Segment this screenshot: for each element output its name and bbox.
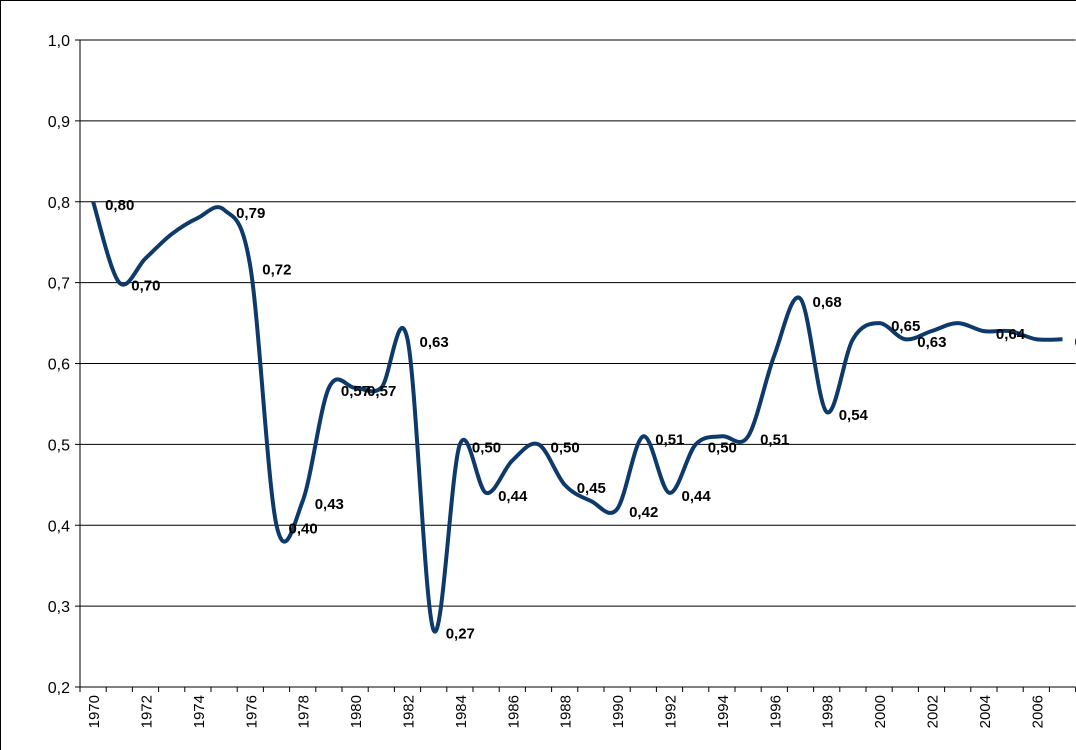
x-tick-label: 1996 (767, 695, 784, 728)
data-label: 0,57 (367, 383, 396, 400)
x-tick-label: 1978 (296, 695, 313, 728)
x-tick-label: 1984 (453, 695, 470, 728)
data-label: 0,63 (420, 334, 449, 351)
x-tick-label: 2006 (1029, 695, 1046, 728)
x-tick-label: 2000 (872, 695, 889, 728)
y-tick-label: 0,9 (48, 114, 70, 131)
data-label: 0,43 (315, 496, 344, 513)
x-tick-label: 1994 (715, 695, 732, 728)
x-tick-label: 2004 (977, 695, 994, 728)
x-tick-label: 1976 (243, 695, 260, 728)
y-tick-label: 0,4 (48, 518, 70, 535)
data-label: 0,50 (708, 439, 737, 456)
y-tick-label: 0,2 (48, 680, 70, 697)
data-label: 0,72 (262, 261, 291, 278)
y-tick-label: 1,0 (48, 33, 70, 50)
line-series (91, 201, 1063, 634)
data-label: 0,57 (341, 383, 370, 400)
data-label: 0,50 (551, 439, 580, 456)
y-tick-label: 0,3 (48, 599, 70, 616)
data-label: 0,80 (105, 197, 134, 214)
data-label: 0,70 (131, 278, 160, 295)
data-label: 0,45 (577, 480, 606, 497)
y-tick-label: 0,6 (48, 357, 70, 374)
data-label: 0,42 (629, 504, 658, 521)
y-tick-label: 0,8 (48, 195, 70, 212)
y-tick-label: 0,5 (48, 437, 70, 454)
data-label: 0,44 (682, 488, 712, 505)
x-tick-label: 1992 (663, 695, 680, 728)
data-label: 0,27 (446, 625, 475, 642)
y-tick-label: 0,7 (48, 276, 70, 293)
data-label: 0,64 (996, 326, 1026, 343)
x-tick-label: 1972 (139, 695, 156, 728)
data-label: 0,68 (813, 294, 842, 311)
x-tick-label: 1990 (610, 695, 627, 728)
data-label: 0,51 (655, 431, 684, 448)
x-tick-label: 2002 (925, 695, 942, 728)
x-tick-label: 1980 (348, 695, 365, 728)
x-tick-label: 1982 (401, 695, 418, 728)
data-label: 0,51 (760, 431, 789, 448)
x-tick-label: 1986 (505, 695, 522, 728)
x-tick-label: 1998 (820, 695, 837, 728)
data-label: 0,40 (289, 520, 318, 537)
data-label: 0,79 (236, 205, 265, 222)
x-tick-label: 1988 (558, 695, 575, 728)
x-tick-label: 1974 (191, 695, 208, 728)
data-label: 0,63 (1075, 334, 1076, 351)
x-tick-label: 1970 (86, 695, 103, 728)
data-label: 0,65 (891, 318, 920, 335)
data-label: 0,54 (839, 407, 869, 424)
data-label: 0,63 (917, 334, 946, 351)
data-label: 0,44 (498, 488, 528, 505)
data-label: 0,50 (472, 439, 501, 456)
